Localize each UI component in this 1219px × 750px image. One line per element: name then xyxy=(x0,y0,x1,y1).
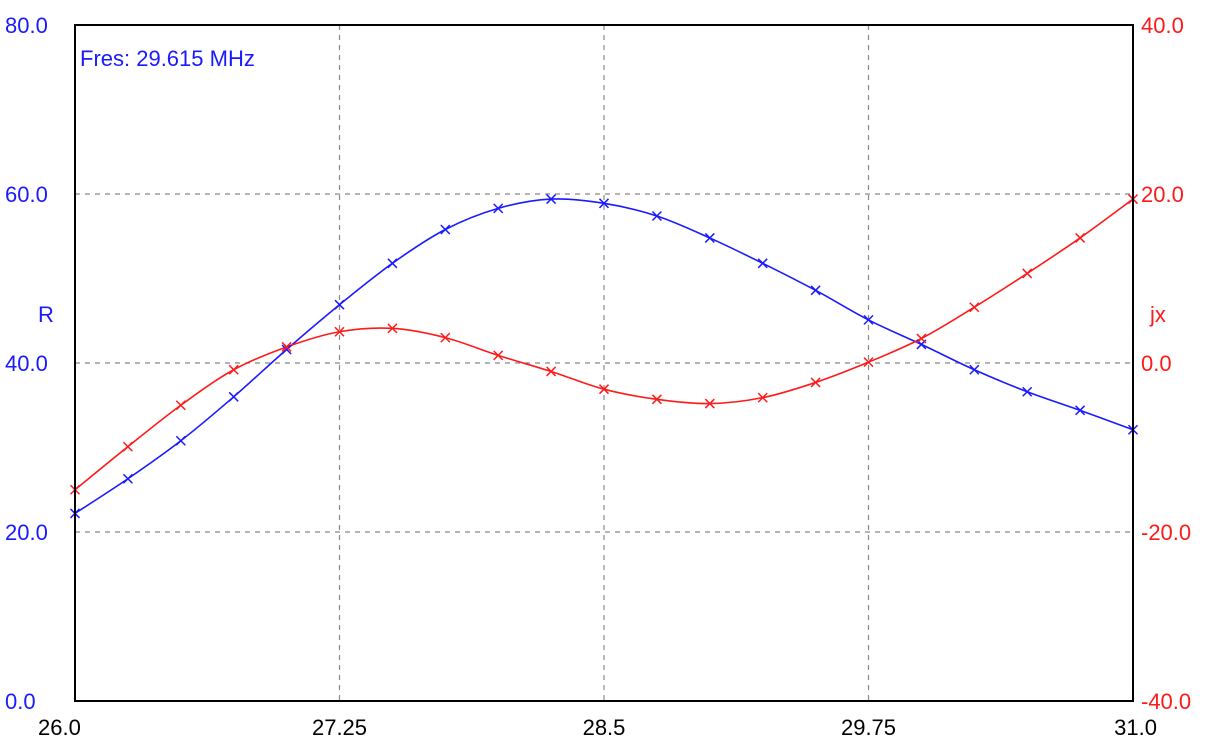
x-tick-label: 29.75 xyxy=(841,715,896,740)
data-point-jx xyxy=(122,441,133,452)
tick-labels: 0.0 20.0 40.0 60.0 80.0 -40.0 -20.0 0.0 20.0 40.0… xyxy=(5,13,1191,740)
y-left-tick-label: 60.0 xyxy=(5,182,48,207)
point-marker-stroke xyxy=(757,258,768,269)
y-right-tick-label: 0.0 xyxy=(1141,351,1172,376)
data-point-jx xyxy=(757,392,768,403)
point-marker-stroke xyxy=(704,232,715,243)
point-marker-stroke xyxy=(281,344,292,355)
data-point-jx xyxy=(1022,268,1033,279)
point-marker-stroke xyxy=(810,285,821,296)
point-marker-stroke xyxy=(387,258,398,269)
point-marker-stroke xyxy=(1022,386,1033,397)
point-marker-stroke xyxy=(122,473,133,484)
data-point-jx xyxy=(810,377,821,388)
data-point-jx xyxy=(863,357,874,368)
x-tick-label: 26.0 xyxy=(38,715,81,740)
x-tick-label: 28.5 xyxy=(583,715,626,740)
y-left-tick-label: 80.0 xyxy=(5,13,48,38)
y-right-tick-label: 40.0 xyxy=(1141,13,1184,38)
data-point-r xyxy=(969,364,980,375)
data-point-jx xyxy=(228,364,239,375)
data-point-jx xyxy=(598,384,610,395)
data-point-r xyxy=(440,224,451,235)
right-axis-label: jx xyxy=(1149,302,1166,327)
y-left-tick-label: 0.0 xyxy=(5,689,36,714)
data-point-jx xyxy=(334,326,345,337)
fres-annotation: Fres: 29.615 MHz xyxy=(80,46,255,71)
data-point-jx xyxy=(493,350,504,361)
point-marker-stroke xyxy=(493,203,504,214)
point-marker-stroke xyxy=(440,332,451,343)
point-marker-stroke xyxy=(175,400,186,411)
y-right-tick-label: 20.0 xyxy=(1141,182,1184,207)
point-marker-stroke xyxy=(969,364,980,375)
data-point-r xyxy=(704,232,715,243)
data-point-jx xyxy=(281,341,292,352)
point-marker-stroke xyxy=(863,314,874,325)
data-point-r xyxy=(387,258,398,269)
point-marker-stroke xyxy=(546,194,557,205)
point-marker-stroke xyxy=(969,302,980,313)
point-marker-stroke xyxy=(122,441,133,452)
point-marker-stroke xyxy=(228,391,239,402)
point-marker-stroke xyxy=(1075,232,1086,243)
point-marker-stroke xyxy=(281,341,292,352)
point-marker-stroke xyxy=(334,326,345,337)
data-point-jx xyxy=(175,400,186,411)
point-marker-stroke xyxy=(493,350,504,361)
marker-group xyxy=(69,194,1139,519)
data-point-r xyxy=(651,210,662,222)
x-tick-label: 31.0 xyxy=(1114,715,1157,740)
plot-frame xyxy=(74,24,1134,702)
x-tick-label: 27.25 xyxy=(312,715,367,740)
data-point-r xyxy=(493,203,504,214)
point-marker-stroke xyxy=(704,398,715,409)
point-marker-stroke xyxy=(1075,405,1086,416)
data-point-r xyxy=(228,391,239,402)
point-marker-stroke xyxy=(810,377,821,388)
point-marker-stroke xyxy=(440,224,451,235)
data-point-jx xyxy=(546,366,557,377)
point-marker-stroke xyxy=(651,210,662,222)
y-left-tick-label: 40.0 xyxy=(5,351,48,376)
data-point-jx xyxy=(440,332,451,343)
data-point-r xyxy=(1022,386,1033,397)
data-point-r xyxy=(598,198,610,209)
data-point-jx xyxy=(704,398,715,409)
series-line-r xyxy=(74,198,1134,515)
point-marker-stroke xyxy=(546,366,557,377)
data-point-r xyxy=(122,473,133,484)
data-point-r xyxy=(1075,405,1086,416)
point-marker-stroke xyxy=(228,364,239,375)
point-marker-stroke xyxy=(757,392,768,403)
left-axis-label: R xyxy=(38,302,54,327)
data-point-r xyxy=(863,314,874,325)
point-marker-stroke xyxy=(1022,268,1033,279)
data-point-r xyxy=(546,194,557,205)
y-left-tick-label: 20.0 xyxy=(5,520,48,545)
data-point-r xyxy=(757,258,768,269)
point-marker-stroke xyxy=(916,333,927,344)
y-right-tick-label: -40.0 xyxy=(1141,689,1191,714)
data-point-jx xyxy=(1075,232,1086,243)
data-point-r xyxy=(334,299,345,310)
y-right-tick-label: -20.0 xyxy=(1141,520,1191,545)
data-point-jx xyxy=(916,333,927,344)
point-marker-stroke xyxy=(863,357,874,368)
data-point-jx xyxy=(651,394,662,405)
point-marker-stroke xyxy=(651,394,662,405)
data-point-r xyxy=(810,285,821,296)
grid xyxy=(75,25,1133,701)
point-marker-stroke xyxy=(334,299,345,310)
data-point-r xyxy=(281,344,292,355)
data-point-jx xyxy=(387,323,398,334)
point-marker-stroke xyxy=(598,198,610,209)
data-point-jx xyxy=(969,302,980,313)
point-marker-stroke xyxy=(175,435,186,446)
point-marker-stroke xyxy=(387,323,398,334)
data-point-r xyxy=(175,435,186,446)
point-marker-stroke xyxy=(598,384,610,395)
